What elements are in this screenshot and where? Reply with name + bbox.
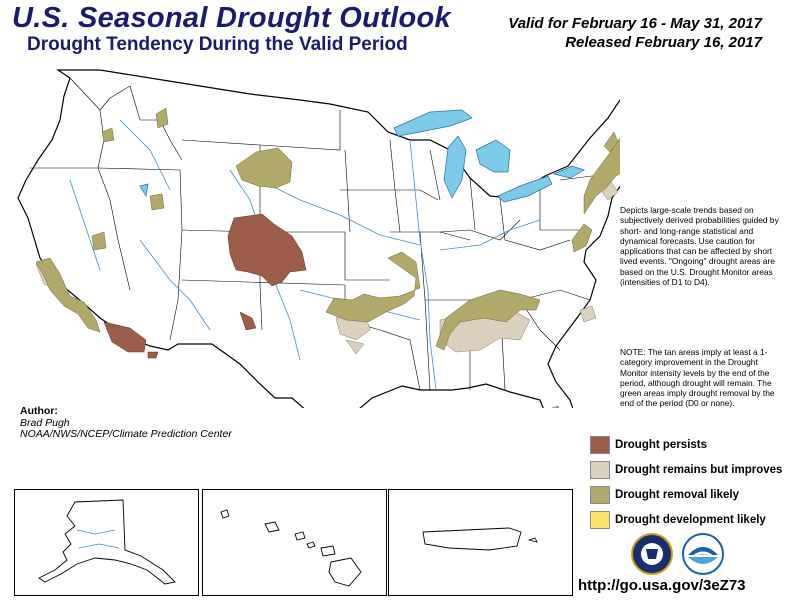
map-description: Depicts large-scale trends based on subj… — [620, 205, 779, 288]
great-lakes — [139, 109, 585, 203]
map-subtitle: Drought Tendency During the Valid Period — [27, 34, 408, 55]
noaa-logo-icon — [682, 533, 724, 575]
outlook-url[interactable]: http://go.usa.gov/3eZ73 — [578, 577, 746, 594]
legend-swatch-improves — [590, 460, 610, 479]
legend-label-improves: Drought remains but improves — [615, 463, 783, 476]
conus-map — [17, 69, 620, 408]
author-name: Brad Pugh — [20, 416, 70, 429]
us-outline — [17, 69, 620, 408]
valid-period: Valid for February 16 - May 31, 2017 — [508, 15, 762, 32]
alaska-map — [38, 499, 176, 585]
author-heading: Author: — [20, 405, 58, 417]
hawaii-map — [220, 509, 362, 587]
validity-block: Valid for February 16 - May 31, 2017 Rel… — [508, 14, 762, 52]
hawaii-inset — [202, 489, 387, 596]
legend-item-removal: Drought removal likely — [590, 482, 782, 507]
legend-item-persists: Drought persists — [590, 432, 782, 457]
map-title: U.S. Seasonal Drought Outlook — [12, 2, 451, 34]
doc-seal-icon — [631, 533, 673, 575]
legend-item-development: Drought development likely — [590, 507, 782, 532]
drought-removal-areas — [35, 107, 620, 408]
puerto-rico-map — [422, 527, 538, 551]
legend-swatch-persists — [590, 435, 610, 454]
map-note: NOTE: The tan areas imply at least a 1-c… — [620, 347, 775, 409]
legend-label-development: Drought development likely — [615, 513, 766, 526]
legend-label-removal: Drought removal likely — [615, 488, 739, 501]
drought-persists-areas — [103, 213, 307, 359]
author-block: Author: Brad Pugh NOAA/NWS/NCEP/Climate … — [20, 405, 232, 441]
legend-swatch-development — [590, 510, 610, 529]
alaska-inset — [14, 489, 199, 596]
author-org: NOAA/NWS/NCEP/Climate Prediction Center — [20, 428, 232, 440]
legend-swatch-removal — [590, 485, 610, 504]
legend: Drought persists Drought remains but imp… — [590, 432, 782, 532]
legend-label-persists: Drought persists — [615, 438, 708, 451]
puerto-rico-inset — [388, 489, 573, 596]
legend-item-improves: Drought remains but improves — [590, 457, 782, 482]
release-date: Released February 16, 2017 — [565, 34, 762, 51]
